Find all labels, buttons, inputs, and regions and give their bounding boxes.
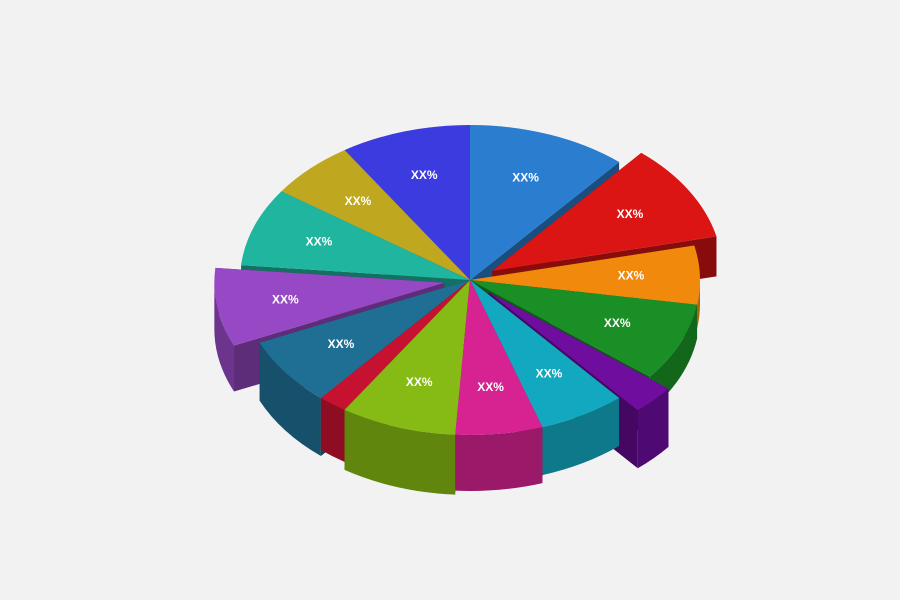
pie-3d-chart: XX% XX% XX% XX% XX% XX% XX% XX% XX% XX% XX% XX%	[0, 0, 900, 600]
slice-label: XX%	[618, 269, 645, 283]
slice-label: XX%	[512, 170, 539, 184]
slice-label: XX%	[345, 194, 372, 208]
slice-label: XX%	[328, 337, 355, 351]
slice-label: XX%	[411, 168, 438, 182]
slice-label: XX%	[306, 235, 333, 249]
slice-label: XX%	[617, 207, 644, 221]
slice-label: XX%	[272, 292, 299, 306]
slice-label: XX%	[536, 367, 563, 381]
slice-label: XX%	[477, 380, 504, 394]
slice-label: XX%	[604, 316, 631, 330]
slice-label: XX%	[406, 375, 433, 389]
